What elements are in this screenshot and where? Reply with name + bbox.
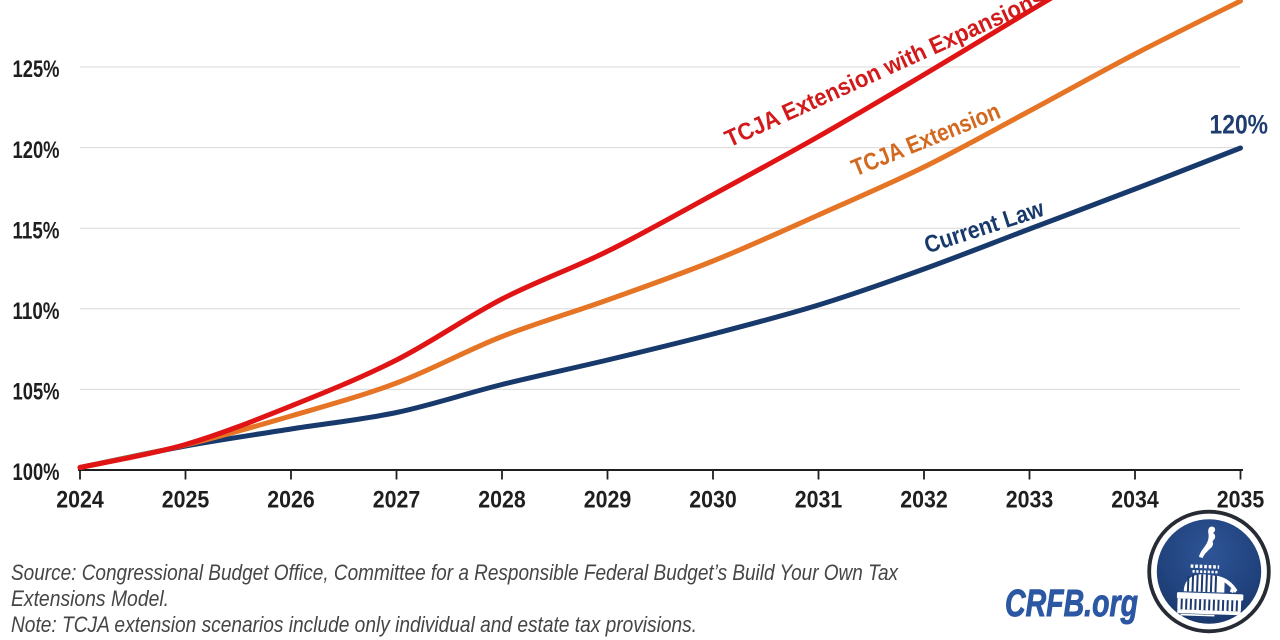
svg-text:2029: 2029	[584, 487, 632, 514]
svg-text:2026: 2026	[267, 487, 315, 514]
svg-text:Source: Congressional Budget O: Source: Congressional Budget Office, Com…	[11, 560, 899, 585]
svg-text:110%: 110%	[13, 298, 60, 325]
svg-text:2028: 2028	[478, 487, 526, 514]
svg-text:120%: 120%	[13, 137, 60, 164]
svg-text:105%: 105%	[13, 379, 60, 406]
svg-text:2025: 2025	[162, 487, 210, 514]
svg-text:2030: 2030	[689, 487, 737, 514]
svg-text:CRFB.org: CRFB.org	[1005, 583, 1138, 625]
svg-text:2031: 2031	[795, 487, 843, 514]
svg-text:Extensions Model.: Extensions Model.	[11, 586, 169, 611]
svg-text:Note: TCJA extension scenarios: Note: TCJA extension scenarios include o…	[11, 612, 697, 637]
svg-text:2032: 2032	[900, 487, 948, 514]
svg-text:100%: 100%	[13, 459, 60, 486]
svg-text:2034: 2034	[1111, 487, 1159, 514]
svg-text:2035: 2035	[1217, 487, 1265, 514]
svg-text:120%: 120%	[1210, 110, 1269, 140]
svg-text:2033: 2033	[1006, 487, 1054, 514]
svg-text:2027: 2027	[373, 487, 421, 514]
svg-text:125%: 125%	[13, 56, 60, 83]
svg-text:115%: 115%	[13, 217, 60, 244]
svg-text:2024: 2024	[56, 487, 104, 514]
